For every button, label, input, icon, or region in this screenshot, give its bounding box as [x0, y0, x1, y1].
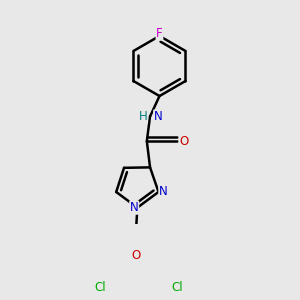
Text: H: H — [139, 110, 148, 123]
Text: O: O — [131, 248, 140, 262]
Text: Cl: Cl — [95, 281, 106, 294]
Text: Cl: Cl — [172, 281, 183, 294]
Text: F: F — [156, 27, 163, 40]
Text: O: O — [179, 135, 188, 148]
Text: N: N — [154, 110, 163, 123]
Text: N: N — [159, 185, 168, 199]
Text: N: N — [130, 201, 139, 214]
